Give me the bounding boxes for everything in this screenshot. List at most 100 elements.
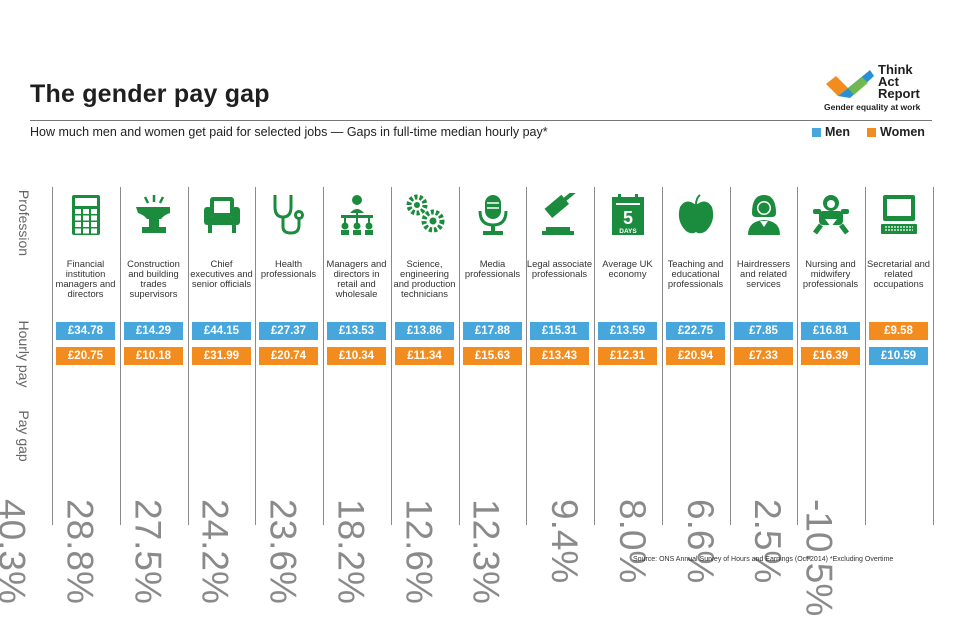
pay-gap-value: 2.5% — [746, 499, 788, 584]
men-pay-label: £7.85 — [734, 322, 793, 340]
profession-name: Secretarial and related occupations — [866, 258, 931, 289]
column-divider — [526, 187, 527, 525]
logo-line: Act — [878, 74, 899, 89]
men-pay-label: £27.37 — [259, 322, 318, 340]
column-divider — [255, 187, 256, 525]
profession-name: Managers and directors in retail and who… — [326, 258, 387, 299]
column-divider — [323, 187, 324, 525]
profession-column: Secretarial and related occupations £10.5… — [798, 187, 932, 616]
row-label-pay-gap: Pay gap — [16, 410, 32, 462]
men-pay-label: £16.81 — [801, 322, 860, 340]
header-rule — [30, 120, 932, 121]
pay-gap-value: 18.2% — [330, 499, 372, 604]
women-pay-label: £7.33 — [734, 347, 793, 365]
women-pay-label: £31.99 — [192, 347, 251, 365]
microphone-icon — [473, 193, 513, 237]
women-pay-label: £10.18 — [124, 347, 183, 365]
pay-gap-value: 40.3% — [0, 499, 33, 604]
calculator-icon — [66, 193, 106, 237]
source-note: Source: ONS Annual Survey of Hours and E… — [633, 556, 894, 563]
women-pay-label: £20.75 — [56, 347, 115, 365]
profession-column: Nursing and midwifery professionals £16.8… — [747, 187, 864, 583]
logo-line: Report — [878, 86, 920, 101]
profession-column: Media professionals £17.88 £15.63 12.6% — [399, 187, 526, 604]
column-divider — [865, 187, 866, 525]
profession-name: Teaching and educational professionals — [667, 258, 724, 289]
legend-men-label: Men — [825, 125, 850, 139]
profession-name: Legal associate professionals — [526, 258, 593, 279]
logo-check-icon — [826, 70, 874, 98]
chart-subtitle: How much men and women get paid for sele… — [30, 125, 548, 139]
logo-wordmark: Think Act Report — [878, 62, 920, 101]
women-pay-label: £20.74 — [259, 347, 318, 365]
column-divider — [730, 187, 731, 525]
svg-text:DAYS: DAYS — [619, 228, 637, 235]
row-label-profession: Profession — [16, 189, 32, 257]
column-divider — [391, 187, 392, 525]
profession-column: Hairdressers and related services £7.85 £7… — [680, 187, 797, 583]
pay-gap-value: 9.4% — [543, 499, 585, 584]
gears-icon — [405, 193, 445, 237]
column-divider — [594, 187, 595, 525]
men-pay-label: £17.88 — [463, 322, 522, 340]
column-divider — [120, 187, 121, 525]
pay-gap-value: 27.5% — [127, 499, 169, 604]
men-pay-label: £10.59 — [869, 347, 928, 365]
profession-name: Chief executives and senior officials — [190, 258, 253, 289]
profession-column: Construction and building trades supervi… — [60, 187, 187, 604]
profession-column: Teaching and educational professionals £2… — [612, 187, 729, 583]
legend-women: Women — [867, 125, 925, 139]
computer-icon — [879, 193, 919, 237]
profession-name: Media professionals — [464, 258, 521, 279]
men-pay-label: £14.29 — [124, 322, 183, 340]
profession-column: 5 DAYS Average UK economy £13.59 £12.31 9.4% — [544, 187, 661, 583]
profession-column: Financial institution managers and direc… — [0, 187, 119, 604]
profession-name: Science, engineering and production tech… — [393, 258, 456, 299]
women-pay-label: £9.58 — [869, 322, 928, 340]
think-act-report-logo: Think Act Report Gender equality at work — [824, 62, 944, 112]
row-label-hourly-pay: Hourly pay — [16, 320, 32, 388]
pay-gap-value: 12.3% — [465, 499, 507, 604]
gavel-icon — [540, 188, 580, 237]
pay-gap-value: 24.2% — [194, 499, 236, 604]
svg-text:5: 5 — [623, 208, 633, 228]
profession-name: Nursing and midwifery professionals — [802, 258, 859, 289]
legend-men-swatch — [812, 127, 821, 137]
column-divider — [933, 187, 934, 525]
org-chart-icon — [337, 193, 377, 237]
pay-gap-value: 12.6% — [398, 499, 440, 604]
logo-tagline: Gender equality at work — [824, 102, 921, 112]
men-pay-label: £13.53 — [327, 322, 386, 340]
woman-icon — [744, 193, 784, 237]
column-divider — [188, 187, 189, 525]
column-divider — [797, 187, 798, 525]
legend-women-label: Women — [880, 125, 925, 139]
men-pay-label: £22.75 — [666, 322, 725, 340]
stethoscope-icon — [269, 193, 309, 237]
men-pay-label: £44.15 — [192, 322, 251, 340]
legend-men: Men — [812, 125, 850, 139]
apple-icon — [676, 193, 716, 237]
profession-name: Hairdressers and related services — [736, 258, 791, 289]
pay-gap-value: 8.0% — [611, 499, 653, 584]
column-divider — [52, 187, 53, 525]
women-pay-label: £20.94 — [666, 347, 725, 365]
profession-column: Health professionals £27.37 £20.74 24.2% — [195, 187, 322, 604]
anvil-icon — [134, 193, 174, 237]
women-pay-label: £12.31 — [598, 347, 657, 365]
profession-name: Financial institution managers and direc… — [55, 258, 116, 299]
women-pay-label: £13.43 — [530, 347, 589, 365]
logo-line: Think — [878, 62, 913, 77]
women-pay-label: £15.63 — [463, 347, 522, 365]
profession-column: Managers and directors in retail and who… — [263, 187, 390, 604]
legend-women-swatch — [867, 127, 876, 137]
profession-column: Chief executives and senior officials £44… — [128, 187, 255, 604]
men-pay-label: £13.86 — [395, 322, 454, 340]
profession-name: Health professionals — [260, 258, 317, 279]
pay-gap-value: 28.8% — [59, 499, 101, 604]
men-pay-label: £15.31 — [530, 322, 589, 340]
women-pay-label: £11.34 — [395, 347, 454, 365]
calendar-icon: 5 DAYS — [608, 193, 648, 237]
men-pay-label: £34.78 — [56, 322, 115, 340]
profession-column: Science, engineering and production tech… — [331, 187, 458, 604]
